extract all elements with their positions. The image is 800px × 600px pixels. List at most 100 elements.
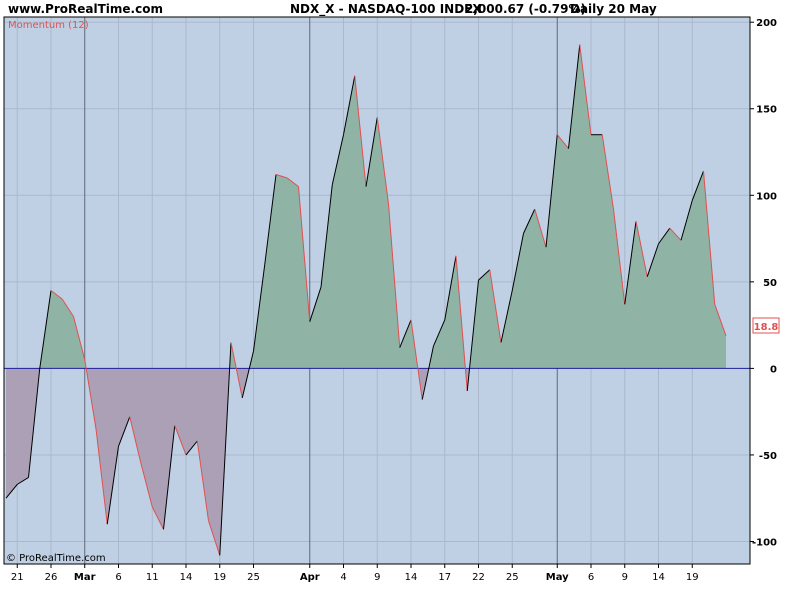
y-tick-label: 100 <box>756 191 777 202</box>
momentum-segment <box>253 264 266 352</box>
momentum-segment <box>691 170 704 201</box>
momentum-segment <box>714 304 727 337</box>
momentum-segment <box>286 177 299 188</box>
momentum-segment <box>28 368 41 478</box>
momentum-segment <box>455 255 468 391</box>
x-tick-label: 14 <box>652 572 665 583</box>
x-tick-label: 19 <box>686 572 699 583</box>
momentum-segment <box>309 286 322 322</box>
y-tick-label: 50 <box>763 278 777 289</box>
x-tick-label: 22 <box>472 572 485 583</box>
last-value-label: 18.8 <box>754 322 779 333</box>
momentum-segment <box>174 425 187 456</box>
momentum-segment <box>343 75 356 135</box>
copyright-text: © ProRealTime.com <box>6 553 106 564</box>
momentum-segment <box>658 227 671 245</box>
momentum-segment <box>635 221 648 277</box>
momentum-segment <box>478 269 491 281</box>
momentum-segment <box>264 174 277 265</box>
momentum-segment <box>556 134 569 149</box>
momentum-segment <box>466 280 479 391</box>
momentum-segment <box>320 184 333 288</box>
positive-area <box>249 75 418 369</box>
momentum-segment <box>84 359 97 430</box>
momentum-segment <box>444 255 457 321</box>
momentum-segment <box>331 134 344 186</box>
momentum-segment <box>16 477 29 485</box>
x-tick-label: Mar <box>74 572 96 583</box>
momentum-segment <box>601 134 614 210</box>
momentum-segment <box>208 520 221 556</box>
momentum-segment <box>140 463 153 508</box>
quote-value: 2,000.67 (-0.79%) <box>465 2 586 16</box>
last-value-box <box>752 317 780 334</box>
positive-area <box>428 255 466 369</box>
x-tick-label: 9 <box>374 572 380 583</box>
momentum-segment <box>421 345 434 400</box>
momentum-segment <box>5 484 18 499</box>
momentum-segment <box>151 506 164 530</box>
x-tick-label: 26 <box>45 572 58 583</box>
momentum-segment <box>376 117 389 205</box>
momentum-segment <box>646 243 659 277</box>
momentum-segment <box>680 200 693 241</box>
x-tick-label: 6 <box>115 572 121 583</box>
momentum-segment <box>50 290 63 300</box>
momentum-segment <box>95 428 108 525</box>
momentum-segment <box>39 290 52 369</box>
y-tick-label: 200 <box>756 18 777 29</box>
site-url[interactable]: www.ProRealTime.com <box>8 2 163 16</box>
momentum-segment <box>500 290 513 343</box>
x-tick-label: 25 <box>506 572 519 583</box>
momentum-area <box>6 44 726 556</box>
x-tick-label: 6 <box>588 572 594 583</box>
momentum-segment <box>163 425 176 530</box>
momentum-segment <box>230 342 243 398</box>
x-tick-label: 17 <box>438 572 451 583</box>
negative-area <box>236 368 250 398</box>
momentum-segment <box>489 269 502 343</box>
momentum-line <box>5 44 727 556</box>
x-tick-label: 25 <box>247 572 260 583</box>
momentum-segment <box>399 319 412 348</box>
y-tick-label: 0 <box>770 364 777 375</box>
momentum-segment <box>241 350 254 398</box>
x-tick-label: May <box>546 572 569 583</box>
momentum-segment <box>354 75 367 187</box>
momentum-segment <box>433 319 446 347</box>
momentum-segment <box>219 342 232 556</box>
momentum-segment <box>275 174 288 179</box>
momentum-segment <box>298 186 311 322</box>
momentum-segment <box>73 316 86 360</box>
momentum-segment <box>106 446 119 525</box>
momentum-segment <box>185 440 198 456</box>
momentum-segment <box>579 44 592 135</box>
positive-area <box>39 290 87 369</box>
y-tick-label: 150 <box>756 105 777 116</box>
x-tick-label: 14 <box>405 572 418 583</box>
indicator-label: Momentum (12) <box>8 20 89 31</box>
negative-area <box>6 368 40 499</box>
momentum-segment <box>118 416 131 447</box>
momentum-segment <box>703 171 716 305</box>
momentum-segment <box>568 44 581 149</box>
momentum-segment <box>511 233 524 291</box>
x-tick-label: 4 <box>340 572 346 583</box>
momentum-segment <box>545 134 558 248</box>
negative-area <box>417 368 429 400</box>
x-tick-label: 11 <box>146 572 159 583</box>
momentum-segment <box>388 203 401 348</box>
instrument-title: NDX_X - NASDAQ-100 INDEX <box>290 2 482 17</box>
momentum-segment <box>365 117 378 187</box>
negative-area <box>86 368 230 556</box>
positive-area <box>469 44 726 369</box>
momentum-segment <box>523 208 536 234</box>
period-label: Daily 20 May <box>570 2 657 16</box>
x-tick-label: 21 <box>11 572 24 583</box>
x-axis: 21 26 Mar 6 11 14 19 25 Apr 4 9 14 17 22 25 May 6 9 14 19 <box>11 564 699 583</box>
y-tick-label: -100 <box>752 537 777 548</box>
momentum-segment <box>129 416 142 464</box>
x-tick-label: 19 <box>213 572 226 583</box>
x-tick-label: 14 <box>180 572 193 583</box>
momentum-segment <box>196 441 209 521</box>
